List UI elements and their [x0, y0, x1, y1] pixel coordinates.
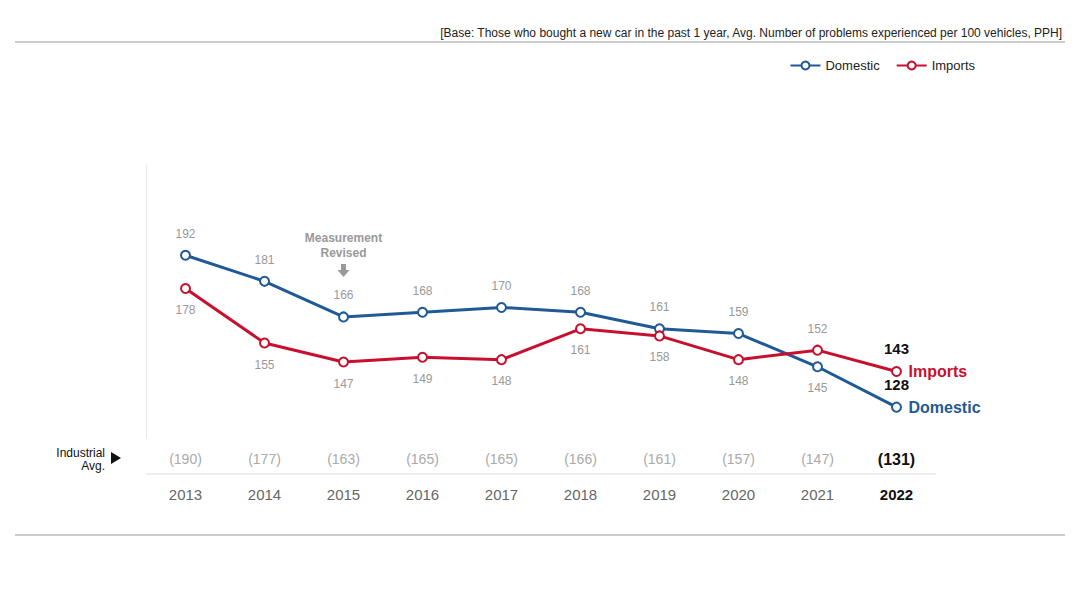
svg-text:2021: 2021 [801, 486, 834, 503]
svg-text:147: 147 [333, 377, 353, 391]
svg-text:2020: 2020 [722, 486, 755, 503]
svg-text:166: 166 [333, 288, 353, 302]
svg-text:161: 161 [649, 300, 669, 314]
svg-text:(165): (165) [485, 451, 518, 467]
svg-text:Revised: Revised [320, 246, 366, 260]
svg-text:2022: 2022 [880, 486, 913, 503]
svg-text:(165): (165) [406, 451, 439, 467]
svg-text:2018: 2018 [564, 486, 597, 503]
svg-text:2017: 2017 [485, 486, 518, 503]
svg-text:Domestic: Domestic [825, 58, 880, 73]
svg-text:Imports: Imports [932, 58, 976, 73]
svg-text:2013: 2013 [169, 486, 202, 503]
svg-text:155: 155 [254, 358, 274, 372]
svg-text:[Base: Those who bought a new: [Base: Those who bought a new car in the… [440, 26, 1062, 40]
svg-text:168: 168 [570, 284, 590, 298]
svg-text:(163): (163) [327, 451, 360, 467]
svg-text:(190): (190) [169, 451, 202, 467]
svg-text:(131): (131) [878, 451, 915, 468]
svg-text:Imports: Imports [909, 363, 968, 380]
svg-text:148: 148 [728, 374, 748, 388]
svg-text:2015: 2015 [327, 486, 360, 503]
svg-text:2014: 2014 [248, 486, 281, 503]
svg-text:145: 145 [807, 381, 827, 395]
svg-text:Avg.: Avg. [81, 459, 105, 473]
svg-text:158: 158 [649, 350, 669, 364]
svg-text:(161): (161) [643, 451, 676, 467]
svg-text:(157): (157) [722, 451, 755, 467]
svg-text:128: 128 [884, 376, 909, 393]
svg-text:170: 170 [491, 279, 511, 293]
svg-text:2016: 2016 [406, 486, 439, 503]
svg-text:159: 159 [728, 305, 748, 319]
svg-text:192: 192 [175, 227, 195, 241]
svg-text:(166): (166) [564, 451, 597, 467]
svg-text:(147): (147) [801, 451, 834, 467]
svg-text:152: 152 [807, 322, 827, 336]
svg-text:2019: 2019 [643, 486, 676, 503]
svg-text:Industrial: Industrial [56, 446, 105, 460]
svg-text:148: 148 [491, 374, 511, 388]
svg-text:149: 149 [412, 372, 432, 386]
svg-text:161: 161 [570, 343, 590, 357]
svg-text:178: 178 [175, 303, 195, 317]
svg-text:181: 181 [254, 253, 274, 267]
svg-text:168: 168 [412, 284, 432, 298]
svg-text:(177): (177) [248, 451, 281, 467]
svg-text:143: 143 [884, 340, 909, 357]
svg-text:Measurement: Measurement [305, 231, 382, 245]
svg-text:Domestic: Domestic [909, 399, 981, 416]
